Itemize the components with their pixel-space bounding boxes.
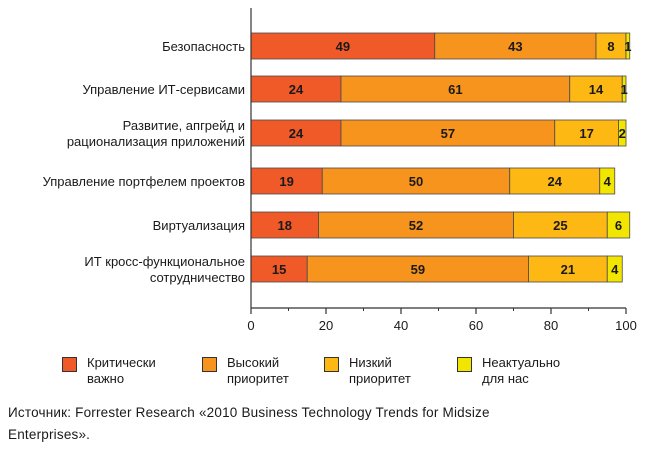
value-label: 15 <box>272 262 286 277</box>
value-label: 1 <box>624 39 631 54</box>
bar-segment <box>513 211 608 239</box>
bars: 49 43 8 124 61 14 124 57 17 219 50 24 418 52 25 615 59 21… <box>250 32 631 283</box>
legend-swatch-low <box>324 357 339 372</box>
legend-label: важно <box>87 371 125 386</box>
bar-segment <box>306 255 529 283</box>
bar-segment <box>606 211 631 239</box>
legend-label: Низкий <box>349 355 392 370</box>
value-label: 24 <box>289 82 304 97</box>
bar-segment <box>595 32 627 60</box>
value-label: 2 <box>619 126 626 141</box>
value-label: 24 <box>289 126 304 141</box>
value-label: 59 <box>411 262 425 277</box>
bar-segment <box>340 75 571 103</box>
legend-item-low: Низкий приоритет <box>324 355 411 387</box>
x-tick-label: 60 <box>469 318 483 333</box>
bar-segment <box>618 119 627 147</box>
bar-segment <box>321 167 511 195</box>
legend-swatch-critical <box>62 357 77 372</box>
bar-segment <box>625 32 631 60</box>
value-label: 8 <box>607 39 614 54</box>
value-label: 14 <box>589 82 604 97</box>
bar-segment <box>250 255 308 283</box>
value-label: 6 <box>615 218 622 233</box>
value-label: 49 <box>336 39 350 54</box>
legend-swatch-high <box>202 357 217 372</box>
value-label: 4 <box>604 174 612 189</box>
category-label: ИТ кросс-функциональное <box>84 254 245 269</box>
bar-segment <box>569 75 623 103</box>
x-tick-label: 0 <box>247 318 254 333</box>
bar-segment <box>318 211 514 239</box>
value-label: 50 <box>409 174 423 189</box>
category-label: Развитие, апгрейд и <box>123 118 245 133</box>
legend-item-high: Высокий приоритет <box>202 355 289 387</box>
legend-label: приоритет <box>349 371 411 386</box>
bar-segment <box>434 32 597 60</box>
category-label: рационализация приложений <box>67 134 245 149</box>
legend-label: приоритет <box>227 371 289 386</box>
x-tick-label: 80 <box>544 318 558 333</box>
legend-swatch-irrelevant <box>457 357 472 372</box>
bar-segment <box>606 255 623 283</box>
axes: 0 20 40 60 80 100 <box>247 8 637 333</box>
category-labels: Безопасность Управление ИТ-сервисами Разви… <box>43 39 246 285</box>
legend-item-irrelevant: Неактуально для нас <box>457 355 560 387</box>
x-tick-label: 100 <box>615 318 637 333</box>
legend: Критически важно Высокий приоритет Низки… <box>62 355 642 395</box>
source-note: Источник: Forrester Research «2010 Busin… <box>8 405 490 442</box>
category-label: Управление ИТ-сервисами <box>82 82 245 97</box>
bar-segment <box>250 32 436 60</box>
category-label: Безопасность <box>162 39 245 54</box>
value-label: 19 <box>279 174 293 189</box>
legend-label: для нас <box>482 371 529 386</box>
bar-segment <box>250 119 342 147</box>
category-label: Виртуализация <box>153 218 245 233</box>
value-label: 4 <box>611 262 619 277</box>
legend-item-critical: Критически важно <box>62 355 156 387</box>
value-label: 18 <box>278 218 292 233</box>
bar-segment <box>528 255 608 283</box>
category-label: сотрудничество <box>150 270 245 285</box>
bar-segment <box>621 75 627 103</box>
x-tick-label: 40 <box>394 318 408 333</box>
stacked-bar-chart: Безопасность Управление ИТ-сервисами Разви… <box>43 8 637 333</box>
bar-segment <box>250 211 319 239</box>
bar-segment <box>554 119 619 147</box>
value-label: 24 <box>548 174 563 189</box>
x-tick-label: 20 <box>319 318 333 333</box>
value-label: 57 <box>441 126 455 141</box>
value-label: 21 <box>561 262 575 277</box>
value-label: 25 <box>553 218 567 233</box>
category-label: Управление портфелем проектов <box>43 174 246 189</box>
legend-label: Высокий <box>227 355 280 370</box>
value-label: 61 <box>448 82 462 97</box>
bar-segment <box>599 167 616 195</box>
legend-label: Неактуально <box>482 355 561 370</box>
bar-segment <box>340 119 556 147</box>
value-label: 1 <box>621 82 628 97</box>
value-label: 52 <box>409 218 423 233</box>
value-label: 43 <box>508 39 522 54</box>
value-label: 17 <box>579 126 593 141</box>
legend-label: Критически <box>87 355 156 370</box>
